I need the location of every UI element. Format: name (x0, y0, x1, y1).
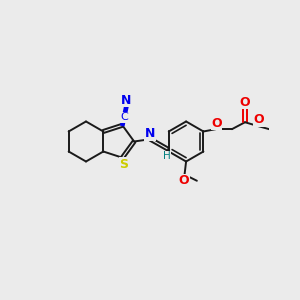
Text: O: O (178, 174, 189, 187)
Text: O: O (240, 96, 250, 109)
Text: O: O (211, 116, 222, 130)
Text: N: N (121, 94, 132, 107)
Text: O: O (254, 113, 264, 126)
Text: C: C (120, 112, 128, 122)
Text: N: N (145, 127, 155, 140)
Text: S: S (119, 158, 128, 171)
Text: H: H (163, 151, 170, 161)
